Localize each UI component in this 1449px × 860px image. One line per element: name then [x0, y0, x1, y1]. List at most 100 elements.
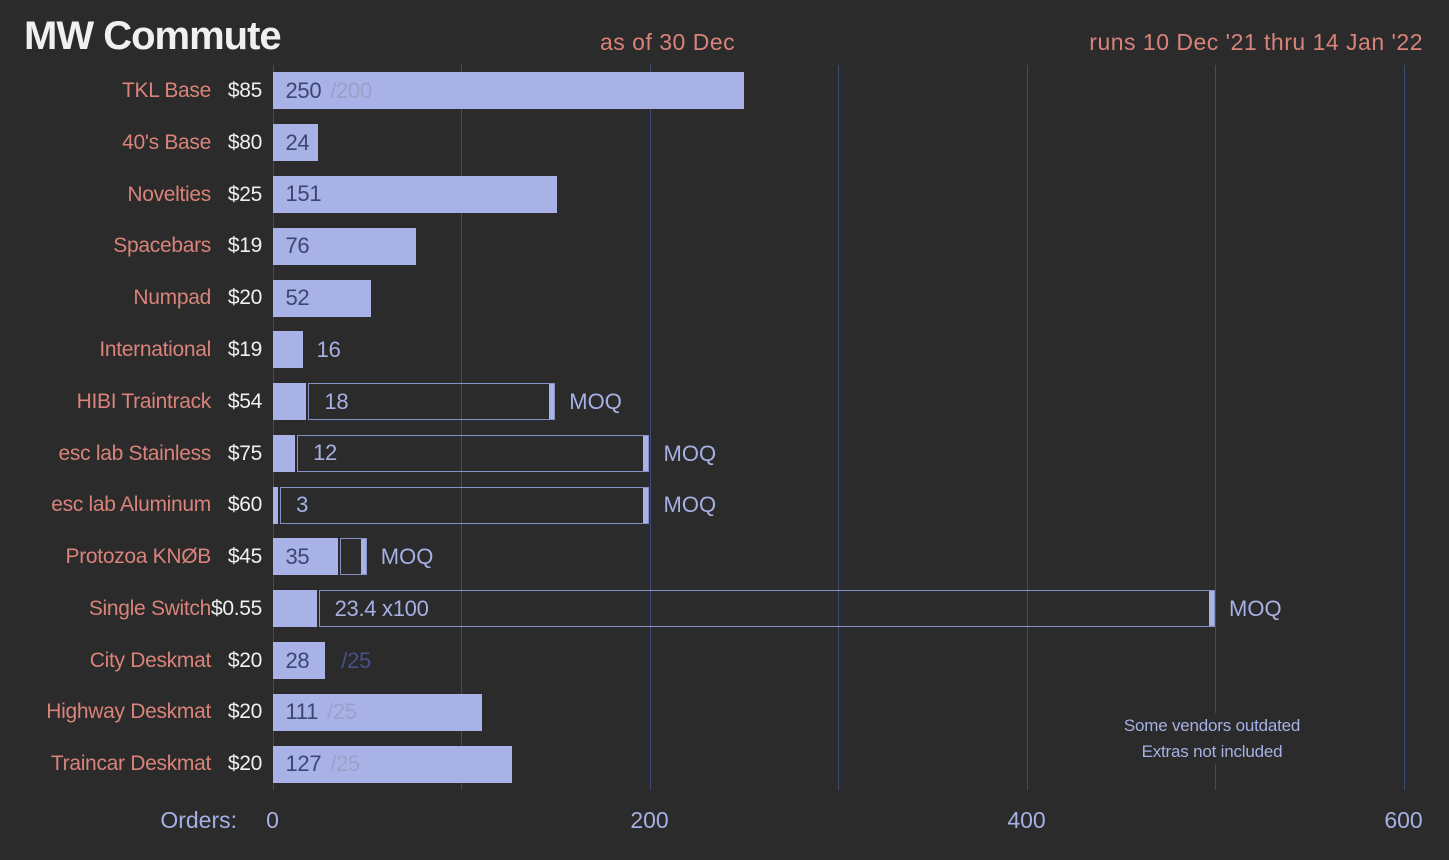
order-bar — [272, 279, 371, 317]
order-count-value: 28 — [285, 647, 310, 673]
order-count: 16 — [317, 324, 341, 376]
moq-label: MOQ — [663, 440, 717, 466]
moq-label: MOQ — [380, 544, 434, 570]
order-bar — [272, 538, 339, 576]
row-price: $19 — [227, 337, 262, 361]
row-label: TKL Base — [121, 79, 211, 102]
moq-cap — [1208, 591, 1214, 627]
order-count: 12 — [313, 428, 337, 480]
row-price: $20 — [227, 648, 262, 672]
gridline-500 — [1215, 65, 1216, 790]
order-count: 18 — [324, 376, 348, 428]
row-price: $75 — [227, 441, 262, 465]
order-count: 3 — [296, 479, 308, 531]
goal-count: /25 — [341, 647, 371, 673]
order-count-value: 24 — [285, 129, 310, 155]
row-price: $85 — [227, 79, 262, 102]
order-bar — [272, 693, 482, 731]
order-bar — [272, 383, 307, 421]
moq-outline — [318, 590, 1215, 628]
row-label: Highway Deskmat — [46, 700, 211, 724]
moq-label: MOQ — [569, 388, 622, 414]
order-count: 23.4 x100 — [335, 583, 429, 635]
as-of-date: as of 30 Dec — [600, 29, 736, 55]
order-count-value: 3 — [296, 492, 309, 518]
gridline-300 — [838, 65, 839, 790]
order-count-value: 127 — [285, 751, 322, 777]
row-label: Single Switch — [88, 596, 211, 620]
row-label: International — [99, 337, 211, 361]
gridline-600 — [1403, 65, 1405, 790]
moq-cap — [549, 384, 555, 420]
goal-count: /25 — [330, 751, 360, 777]
order-count: 76 — [286, 220, 310, 272]
order-count-value: 23.4 x100 — [334, 595, 429, 621]
moq-cap — [643, 487, 649, 523]
order-count: 28 — [286, 635, 310, 687]
footnote-line-2: Extras not included — [1136, 739, 1288, 764]
row-price: $80 — [227, 130, 262, 154]
page-title: MW Commute — [24, 14, 282, 58]
moq-cap — [360, 539, 366, 575]
order-bar — [272, 745, 512, 783]
moq-outline — [308, 383, 556, 421]
row-label: 40's Base — [122, 130, 211, 154]
gridline-400 — [1026, 65, 1028, 790]
order-count: 127/25 — [286, 738, 361, 790]
moq-outline — [297, 434, 650, 472]
order-count: 111/25 — [285, 686, 358, 738]
run-dates: runs 10 Dec '21 thru 14 Jan '22 — [1089, 29, 1423, 55]
row-price: $0.55 — [210, 596, 262, 620]
x-tick-200: 200 — [630, 807, 669, 833]
row-label: Protozoa KNØB — [65, 545, 212, 569]
row-price: $45 — [227, 545, 262, 569]
row-label: esc lab Stainless — [58, 441, 212, 465]
row-label: Traincar Deskmat — [50, 752, 211, 776]
moq-cap — [643, 435, 649, 471]
order-bar — [272, 175, 558, 213]
row-price: $20 — [227, 700, 262, 724]
row-label: Novelties — [127, 182, 211, 206]
row-label: HIBI Traintrack — [76, 389, 212, 413]
footnote: Some vendors outdated Extras not include… — [1118, 713, 1306, 765]
x-tick-600: 600 — [1384, 807, 1423, 833]
row-price: $60 — [227, 493, 262, 517]
order-bar — [272, 434, 296, 472]
order-bar — [272, 124, 318, 162]
gridline-0 — [272, 65, 274, 790]
order-count: 250/200 — [286, 65, 373, 117]
row-label: City Deskmat — [89, 648, 212, 672]
row-label: Spacebars — [113, 234, 211, 258]
order-count: 151 — [286, 169, 322, 221]
gridline-100 — [461, 65, 462, 790]
moq-outline — [280, 486, 650, 524]
goal-count-out: /25 — [341, 635, 371, 687]
gridline-200 — [649, 65, 651, 790]
x-tick-0: 0 — [266, 807, 279, 833]
order-bar — [272, 227, 416, 265]
moq-label: MOQ — [663, 492, 717, 518]
order-count-value: 18 — [324, 388, 349, 414]
x-tick-400: 400 — [1007, 807, 1046, 833]
goal-count: /200 — [330, 77, 372, 103]
order-count-value: 111 — [285, 699, 319, 725]
order-count-value: 52 — [285, 285, 310, 311]
order-bar — [272, 642, 326, 680]
order-count-value: 151 — [285, 181, 322, 207]
order-count: 24 — [286, 117, 310, 169]
order-count: 52 — [286, 272, 310, 324]
moq-outline — [340, 538, 367, 576]
x-axis-label: Orders: — [160, 807, 237, 833]
order-bar — [272, 331, 303, 369]
order-bar — [272, 486, 279, 524]
row-price: $54 — [227, 389, 262, 413]
goal-count: /25 — [327, 699, 357, 725]
footnote-line-1: Some vendors outdated — [1118, 713, 1306, 738]
order-count-value: 76 — [285, 233, 310, 259]
order-count-value: 12 — [313, 440, 337, 466]
order-count: 35 — [286, 531, 310, 583]
order-count-value: 35 — [285, 543, 310, 569]
row-price: $19 — [227, 234, 262, 258]
